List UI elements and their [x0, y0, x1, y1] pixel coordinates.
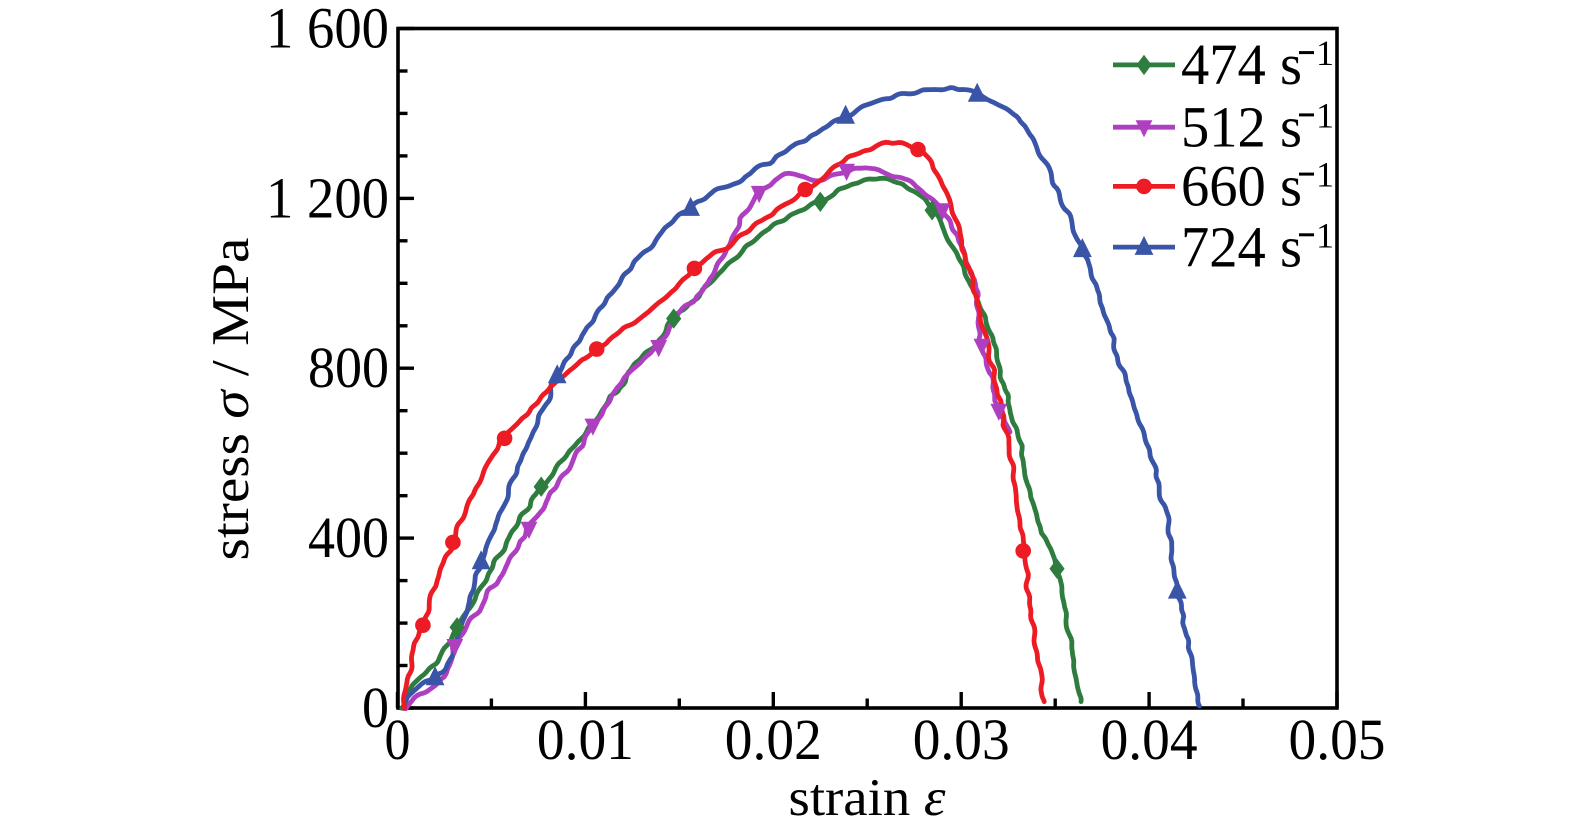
svg-text:724 s: 724 s — [1181, 214, 1302, 279]
svg-text:512 s: 512 s — [1181, 95, 1302, 160]
svg-text:0.05: 0.05 — [1289, 707, 1386, 772]
svg-text:0.02: 0.02 — [725, 707, 822, 772]
svg-text:stress σ / MPa: stress σ / MPa — [202, 238, 260, 561]
svg-text:660 s: 660 s — [1181, 154, 1302, 219]
svg-text:0: 0 — [362, 675, 389, 740]
svg-text:0.01: 0.01 — [537, 707, 634, 772]
svg-text:400: 400 — [308, 505, 389, 570]
svg-text:474 s: 474 s — [1181, 32, 1302, 97]
svg-text:1: 1 — [1316, 33, 1334, 73]
svg-text:800: 800 — [308, 335, 389, 400]
svg-text:1 200: 1 200 — [266, 165, 389, 230]
svg-text:1: 1 — [1316, 155, 1334, 195]
svg-text:1: 1 — [1316, 95, 1334, 135]
svg-text:0: 0 — [385, 707, 411, 772]
svg-text:1: 1 — [1316, 215, 1334, 255]
svg-text:0.03: 0.03 — [913, 707, 1010, 772]
svg-text:0.04: 0.04 — [1101, 707, 1198, 772]
svg-text:1 600: 1 600 — [266, 0, 389, 60]
svg-text:strain ε: strain ε — [789, 769, 946, 823]
